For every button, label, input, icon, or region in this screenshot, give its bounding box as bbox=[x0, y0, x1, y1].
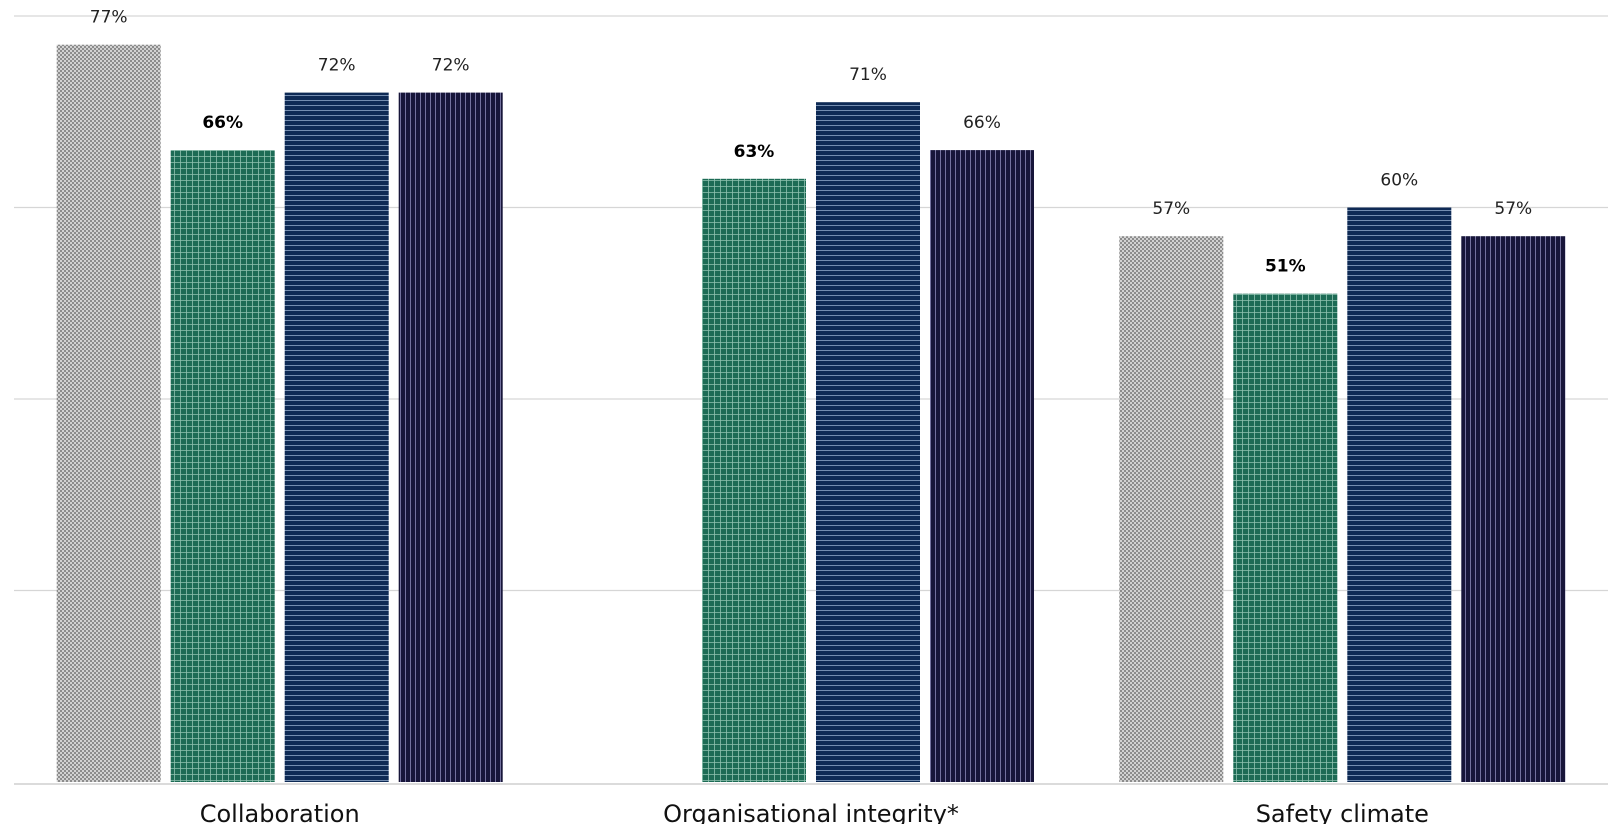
x-tick-label: Organisational integrity* bbox=[663, 800, 959, 824]
data-label: 51% bbox=[1265, 257, 1306, 277]
bar bbox=[930, 150, 1034, 783]
gridlines bbox=[14, 15, 1608, 785]
bar bbox=[170, 150, 275, 783]
data-label: 63% bbox=[734, 142, 775, 162]
data-label: 77% bbox=[90, 8, 128, 28]
data-label: 71% bbox=[849, 65, 887, 85]
bars bbox=[56, 44, 1566, 783]
bar bbox=[284, 92, 389, 783]
bar bbox=[56, 44, 161, 782]
data-label: 66% bbox=[202, 113, 243, 133]
data-label: 72% bbox=[432, 56, 470, 76]
bar bbox=[702, 178, 806, 783]
bar bbox=[1347, 207, 1452, 782]
value-labels: 77% 66% 72% 72% 63% 71% 66% 57% 51% 60% 57% bbox=[90, 8, 1532, 277]
data-label: 60% bbox=[1380, 171, 1418, 191]
bar bbox=[1233, 293, 1338, 782]
bar bbox=[398, 92, 503, 783]
bar bbox=[1119, 236, 1224, 782]
data-label: 66% bbox=[963, 113, 1001, 133]
bar bbox=[1461, 236, 1566, 782]
category-labels: Collaboration Organisational integrity* Sa… bbox=[200, 800, 1429, 824]
bar bbox=[816, 102, 920, 782]
data-label: 72% bbox=[318, 56, 356, 76]
data-label: 57% bbox=[1494, 199, 1532, 219]
data-label: 57% bbox=[1152, 199, 1190, 219]
x-tick-label: Safety climate bbox=[1256, 800, 1429, 824]
x-tick-label: Collaboration bbox=[200, 800, 360, 824]
